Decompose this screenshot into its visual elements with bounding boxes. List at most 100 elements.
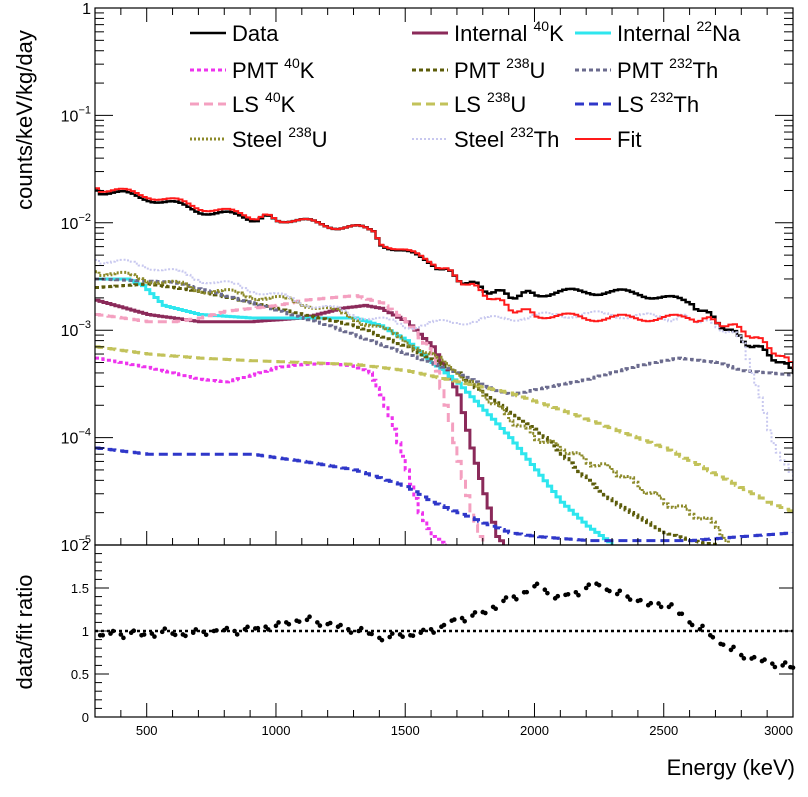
- ratio-point: [162, 626, 168, 631]
- legend-label-suffix: U: [510, 92, 526, 117]
- ratio-point: [273, 623, 279, 629]
- x-tick-label: 2000: [520, 723, 549, 738]
- ratio-point: [731, 644, 736, 650]
- ratio-point: [576, 592, 581, 598]
- legend-label-superscript: 40: [265, 89, 281, 105]
- y-tick-exponent: −5: [78, 534, 91, 546]
- ratio-point: [358, 625, 364, 631]
- ratio-point: [524, 589, 530, 595]
- ratio-point: [625, 594, 630, 599]
- ratio-point: [762, 657, 767, 662]
- y-tick-exponent: −1: [78, 104, 91, 116]
- series-pmt-40k: [95, 356, 447, 545]
- ratio-point: [648, 600, 654, 606]
- ratio-point: [131, 628, 137, 634]
- legend-label-suffix: K: [281, 92, 296, 117]
- ratio-y-tick-label: 0.5: [71, 667, 89, 682]
- ratio-point: [276, 620, 281, 625]
- ratio-point: [234, 632, 240, 637]
- ratio-point: [452, 617, 457, 622]
- ratio-point: [501, 598, 506, 604]
- ratio-point: [410, 633, 416, 638]
- ratio-point: [483, 610, 488, 616]
- ratio-point: [317, 623, 323, 628]
- legend-label-superscript: 40: [534, 18, 550, 34]
- ratio-point: [431, 630, 436, 635]
- ratio-point: [441, 622, 447, 628]
- ratio-point: [596, 582, 602, 588]
- ratio-point: [790, 665, 796, 670]
- legend-label: PMT 232Th: [617, 55, 718, 83]
- ratio-point: [214, 628, 219, 633]
- series-ls-232th: [95, 446, 793, 543]
- y-tick-exponent: −4: [78, 427, 91, 439]
- ratio-point: [741, 656, 747, 661]
- legend-label: Internal 40K: [454, 18, 564, 46]
- ratio-point: [421, 627, 426, 633]
- legend-label-main: PMT: [454, 58, 506, 83]
- legend-label-superscript: 40: [284, 55, 300, 71]
- y-tick-exponent: −3: [78, 319, 91, 331]
- ratio-point: [770, 661, 775, 666]
- y-tick-label: 10−3: [61, 319, 91, 340]
- ratio-point: [751, 654, 757, 660]
- ratio-point: [232, 628, 237, 634]
- ratio-point: [121, 635, 126, 641]
- legend-label: Internal 22Na: [617, 18, 741, 46]
- ratio-point: [389, 631, 395, 636]
- ratio-y-tick-label: 2: [82, 538, 89, 553]
- legend-label: LS 40K: [232, 89, 296, 117]
- legend-label-main: LS: [232, 92, 265, 117]
- ratio-point: [493, 606, 499, 612]
- ratio-point: [583, 585, 589, 591]
- y-tick-label: 1: [82, 1, 91, 18]
- legend-label: Fit: [617, 127, 641, 152]
- legend-label-main: Data: [232, 21, 279, 46]
- ratio-point: [607, 588, 612, 594]
- ratio-y-tick-label: 0: [82, 710, 89, 725]
- legend-label-superscript: 238: [487, 89, 511, 105]
- ratio-point: [627, 597, 633, 602]
- legend-label-suffix: Th: [673, 92, 699, 117]
- ratio-point: [224, 625, 230, 631]
- ratio-point: [152, 634, 157, 639]
- ratio-point: [534, 581, 540, 587]
- legend-label: Data: [232, 21, 279, 46]
- legend-label-superscript: 238: [506, 55, 530, 71]
- ratio-point: [459, 615, 465, 621]
- legend-label-suffix: K: [549, 21, 564, 46]
- ratio-point: [514, 596, 519, 602]
- ratio-point: [110, 628, 116, 634]
- ratio-point: [656, 601, 661, 606]
- ratio-point: [327, 620, 333, 626]
- legend-label: PMT 238U: [454, 55, 545, 83]
- ratio-point: [203, 632, 209, 638]
- ratio-point: [462, 618, 467, 624]
- ratio-point: [400, 634, 405, 640]
- y-tick-label: 10−2: [61, 212, 91, 233]
- ratio-point: [296, 619, 302, 624]
- ratio-point: [100, 633, 106, 638]
- legend-label-superscript: 232: [669, 55, 693, 71]
- ratio-point: [245, 624, 250, 630]
- legend-label-main: PMT: [617, 58, 669, 83]
- x-tick-label: 1500: [391, 723, 420, 738]
- ratio-point: [369, 631, 374, 637]
- ratio-point: [669, 602, 674, 607]
- ratio-point: [159, 629, 165, 635]
- ratio-point: [503, 595, 509, 600]
- legend-label-suffix: K: [300, 58, 315, 83]
- y-tick-label: 10−4: [61, 427, 91, 448]
- ratio-point: [555, 593, 561, 599]
- ratio-point: [470, 613, 475, 618]
- legend-label: Steel 238U: [232, 124, 328, 152]
- legend-label: LS 232Th: [617, 89, 699, 117]
- x-tick-label: 500: [136, 723, 158, 738]
- ratio-point: [118, 632, 124, 637]
- x-tick-label: 2500: [649, 723, 678, 738]
- series-steel-238u: [95, 270, 730, 544]
- ratio-point: [545, 590, 550, 596]
